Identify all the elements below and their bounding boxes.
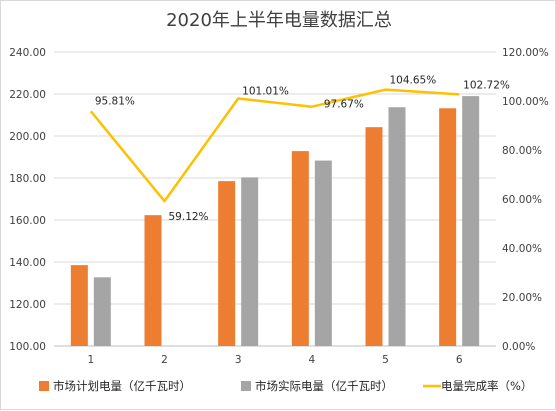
right-axis-tick-label: 40.00%	[502, 243, 542, 255]
plan-bar	[71, 265, 88, 346]
right-axis-tick-label: 0.00%	[502, 341, 535, 353]
left-axis-tick-label: 160.00	[9, 215, 46, 227]
actual-bar	[241, 177, 258, 346]
legend-swatch	[241, 381, 251, 391]
plan-bar	[145, 215, 162, 346]
x-axis-tick-label: 5	[382, 354, 389, 366]
right-axis-tick-label: 120.00%	[502, 47, 549, 59]
x-axis-ticks: 1 2 3 4 5 6	[87, 354, 462, 366]
legend-label: 市场实际电量（亿千瓦时）	[255, 379, 393, 393]
x-axis-tick-label: 1	[87, 354, 94, 366]
plan-bar	[218, 181, 235, 346]
right-axis-tick-label: 60.00%	[502, 194, 542, 206]
completion-rate-data-label: 102.72%	[463, 79, 510, 91]
plan-bar	[292, 151, 309, 346]
chart-title: 2020年上半年电量数据汇总	[166, 10, 392, 31]
actual-bar	[462, 96, 479, 346]
x-axis-tick-label: 4	[308, 354, 315, 366]
left-axis-tick-label: 120.00	[9, 299, 46, 311]
legend: 市场计划电量（亿千瓦时） 市场实际电量（亿千瓦时） 电量完成率（%）	[39, 379, 532, 393]
legend-label: 市场计划电量（亿千瓦时）	[53, 379, 191, 393]
left-axis-tick-label: 220.00	[9, 89, 46, 101]
completion-rate-data-label: 104.65%	[390, 75, 437, 87]
completion-rate-data-label: 101.01%	[242, 86, 289, 98]
x-axis-tick-label: 6	[456, 354, 463, 366]
x-axis-tick-label: 2	[161, 354, 168, 366]
left-axis-tick-label: 180.00	[9, 173, 46, 185]
completion-rate-data-label: 95.81%	[95, 95, 135, 107]
plan-bar	[366, 127, 383, 346]
left-axis-tick-label: 200.00	[9, 131, 46, 143]
actual-bar	[94, 277, 111, 346]
completion-rate-data-label: 97.67%	[324, 99, 364, 111]
bars	[71, 96, 479, 346]
legend-swatch	[39, 381, 49, 391]
completion-rate-data-label: 59.12%	[169, 211, 209, 223]
legend-label: 电量完成率（%）	[441, 379, 532, 393]
left-axis-tick-label: 240.00	[9, 47, 46, 59]
actual-bar	[315, 161, 332, 346]
left-axis-tick-label: 100.00	[9, 341, 46, 353]
right-axis-tick-label: 80.00%	[502, 145, 542, 157]
right-axis-tick-label: 100.00%	[502, 96, 549, 108]
plan-bar	[439, 108, 456, 346]
x-axis-tick-label: 3	[235, 354, 242, 366]
left-axis-ticks: 100.00 120.00 140.00 160.00 180.00 200.00 220.…	[9, 47, 46, 353]
right-axis-ticks: 0.00% 20.00% 40.00% 60.00% 80.00% 100.00% 120.…	[502, 47, 549, 353]
actual-bar	[389, 107, 406, 346]
left-axis-tick-label: 140.00	[9, 257, 46, 269]
right-axis-tick-label: 20.00%	[502, 292, 542, 304]
